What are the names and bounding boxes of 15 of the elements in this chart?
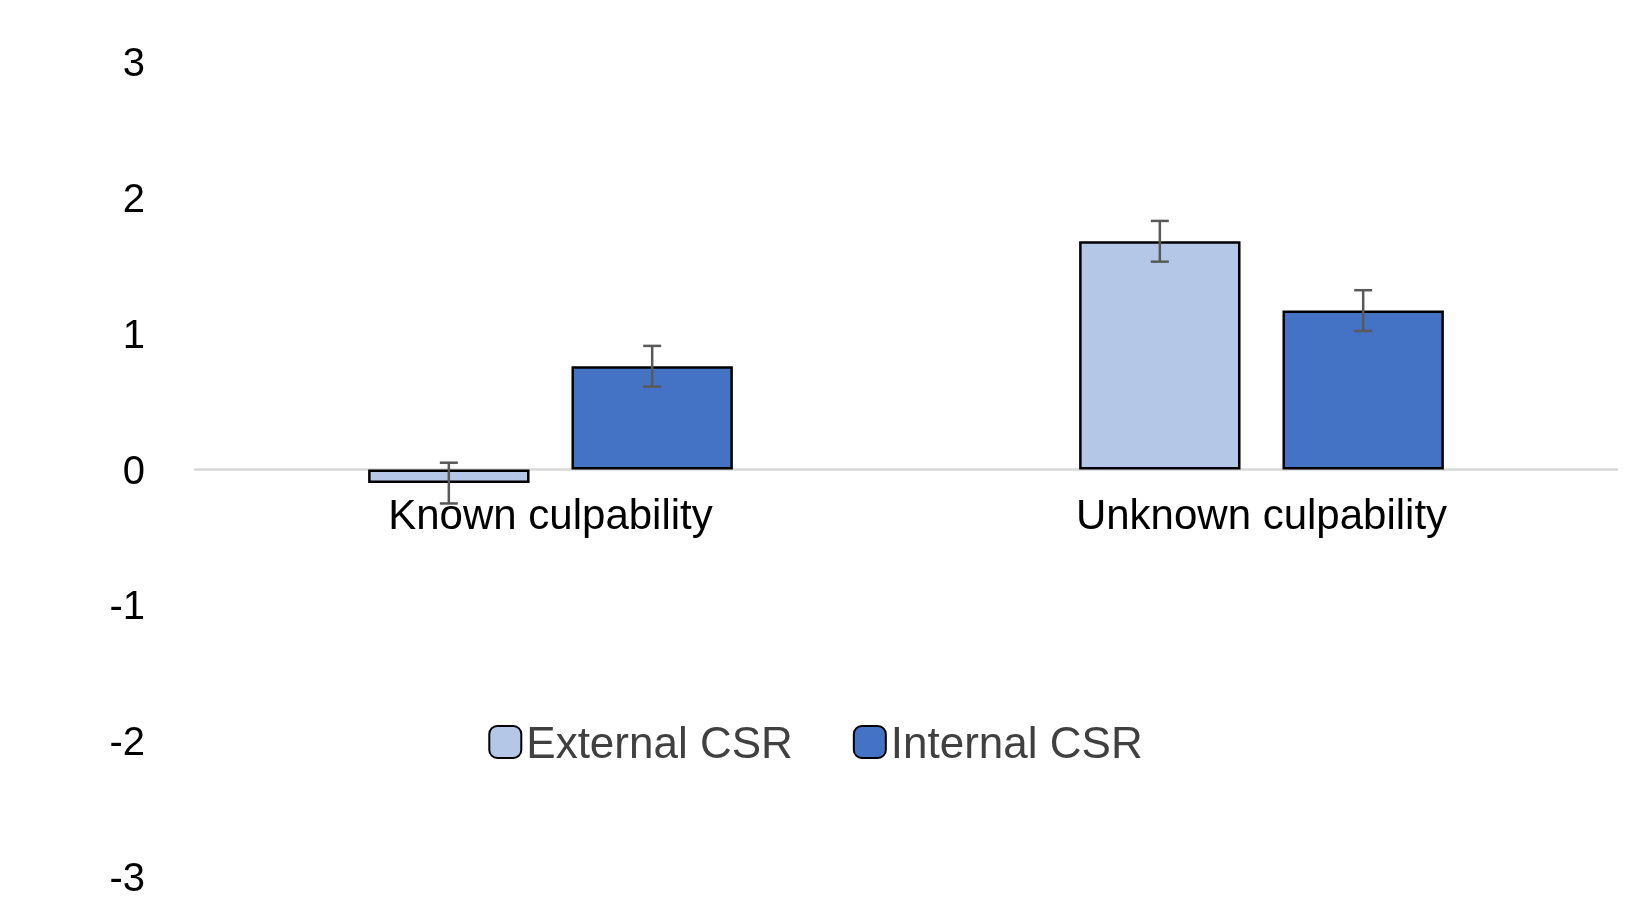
y-tick-label: 0 xyxy=(122,447,145,492)
x-tick-label: Known culpability xyxy=(388,491,713,538)
y-tick-label: -3 xyxy=(109,855,145,899)
x-tick-label: Unknown culpability xyxy=(1075,491,1448,538)
bar xyxy=(368,469,530,484)
y-tick-label: 1 xyxy=(122,311,145,356)
y-tick-label: 2 xyxy=(122,175,145,220)
y-tick-label: -1 xyxy=(109,583,145,628)
legend-label: Internal CSR xyxy=(890,717,1143,767)
bar xyxy=(1079,241,1241,470)
bar xyxy=(571,366,733,470)
legend-label: External CSR xyxy=(526,717,793,767)
bar xyxy=(1282,310,1444,470)
y-tick-label: -2 xyxy=(109,719,145,764)
y-tick-label: 3 xyxy=(122,40,145,84)
